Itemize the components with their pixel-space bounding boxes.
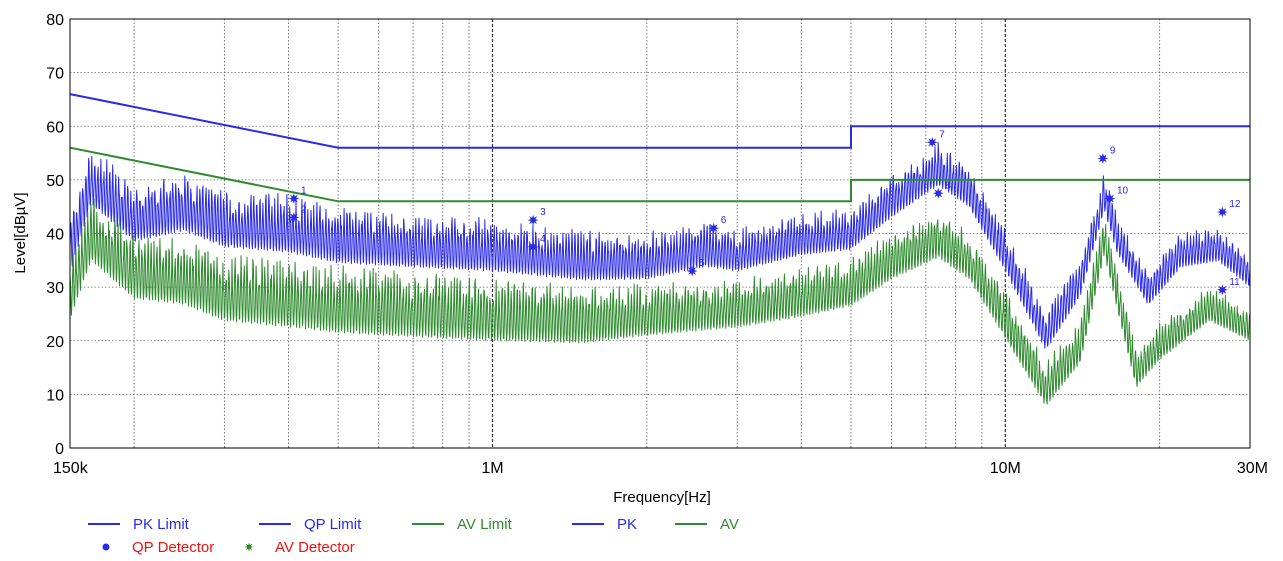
- qp-marker-star: [288, 193, 300, 205]
- x-tick-labels: 150k 1M 10M 30M: [53, 460, 1268, 477]
- x-tick-label: 150k: [53, 460, 89, 477]
- marker-12: 12: [1216, 199, 1241, 218]
- y-tick-label: 80: [46, 12, 64, 29]
- legend-item-av-limit: AV Limit: [412, 516, 513, 533]
- marker-6: 6: [708, 215, 727, 234]
- y-tick-label: 70: [46, 66, 64, 83]
- y-tick-label: 30: [46, 280, 64, 297]
- marker-number: 9: [1110, 145, 1116, 156]
- limit-av-limit: [69, 146, 1250, 203]
- y-tick-labels: 0 10 20 30 40 50 60 70 80: [46, 12, 64, 458]
- marker-number: 8: [945, 180, 951, 191]
- marker-1: 1: [288, 186, 307, 205]
- marker-number: 3: [540, 207, 546, 218]
- qp-marker-star: [926, 136, 938, 148]
- traces: [69, 142, 1251, 405]
- legend-label: AV Limit: [457, 516, 513, 533]
- x-axis-label: Frequency[Hz]: [613, 489, 711, 506]
- marker-2: 2: [288, 204, 307, 223]
- marker-number: 10: [1117, 186, 1129, 197]
- marker-3: 3: [527, 207, 546, 226]
- legend-item-qp-detector: QP Detector: [102, 539, 214, 556]
- av-marker-star: [932, 187, 944, 199]
- av-marker-star: [1104, 193, 1116, 205]
- y-tick-label: 40: [46, 227, 64, 244]
- legend-dot-swatch: [102, 543, 110, 551]
- marker-number: 7: [939, 129, 945, 140]
- trace-av: [69, 198, 1251, 405]
- y-tick-label: 60: [46, 119, 64, 136]
- qp-marker-star: [708, 222, 720, 234]
- legend-label: AV Detector: [275, 539, 355, 556]
- legend-label: AV: [720, 516, 739, 533]
- marker-5: 5: [686, 258, 705, 277]
- marker-number: 4: [540, 234, 546, 245]
- marker-number: 1: [301, 186, 307, 197]
- marker-7: 7: [926, 129, 945, 148]
- legend: PK Limit QP Limit AV Limit PK AV QP Detector A…: [88, 516, 739, 556]
- legend-item-pk-limit: PK Limit: [88, 516, 190, 533]
- limit-lines: [69, 93, 1250, 203]
- legend-star-swatch: [244, 542, 254, 552]
- y-tick-label: 20: [46, 334, 64, 351]
- legend-item-pk: PK: [572, 516, 637, 533]
- marker-number: 6: [721, 215, 727, 226]
- qp-marker-star: [527, 214, 539, 226]
- limit-qp-limit: [69, 93, 1250, 149]
- av-marker-star: [1216, 284, 1228, 296]
- x-tick-label: 30M: [1237, 460, 1268, 477]
- legend-label: QP Limit: [304, 516, 362, 533]
- av-marker-star: [288, 211, 300, 223]
- qp-marker-star: [1097, 152, 1109, 164]
- legend-item-qp-limit: QP Limit: [259, 516, 362, 533]
- legend-label: QP Detector: [132, 539, 214, 556]
- marker-4: 4: [527, 234, 546, 253]
- y-axis-label: Level[dBµV]: [12, 192, 29, 273]
- plot-frame: [69, 18, 1251, 449]
- y-tick-label: 10: [46, 387, 64, 404]
- qp-marker-star: [1216, 206, 1228, 218]
- x-tick-label: 1M: [481, 460, 503, 477]
- y-tick-label: 0: [55, 441, 64, 458]
- av-marker-star: [686, 265, 698, 277]
- marker-8: 8: [932, 180, 951, 199]
- y-tick-label: 50: [46, 173, 64, 190]
- legend-label: PK: [617, 516, 637, 533]
- marker-9: 9: [1097, 145, 1116, 164]
- trace-pk: [69, 142, 1251, 349]
- legend-item-av: AV: [675, 516, 739, 533]
- legend-item-av-detector: AV Detector: [244, 539, 355, 556]
- av-marker-star: [527, 241, 539, 253]
- legend-label: PK Limit: [133, 516, 190, 533]
- marker-11: 11: [1216, 277, 1240, 296]
- x-tick-label: 10M: [990, 460, 1021, 477]
- marker-number: 5: [699, 258, 705, 269]
- marker-10: 10: [1104, 186, 1129, 205]
- marker-number: 2: [301, 204, 307, 215]
- marker-number: 12: [1229, 199, 1241, 210]
- marker-number: 11: [1229, 277, 1240, 288]
